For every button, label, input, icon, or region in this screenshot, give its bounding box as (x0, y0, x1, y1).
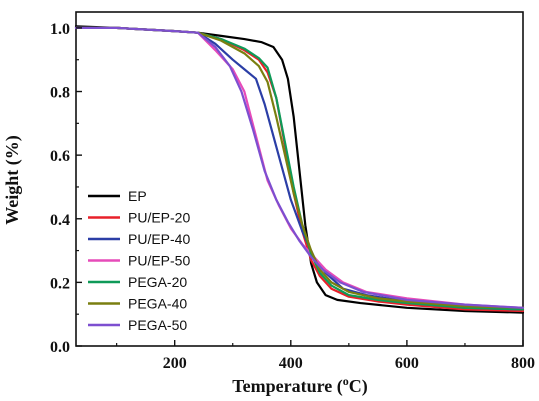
legend-label: PU/EP-20 (128, 210, 190, 226)
legend-label: PEGA-20 (128, 274, 187, 290)
y-tick-label: 1.0 (50, 21, 70, 38)
x-axis-title-suffix: C) (349, 376, 368, 397)
x-axis-title-degree: o (343, 374, 349, 388)
series-line-pega-50 (74, 26, 525, 309)
x-axis-title-prefix: Temperature ( (232, 376, 342, 397)
legend-label: PEGA-40 (128, 296, 187, 312)
y-axis-title: Weight (%) (2, 135, 23, 225)
x-tick-label: 800 (511, 355, 535, 372)
x-tick-label: 200 (163, 355, 187, 372)
x-tick-label: 600 (395, 355, 419, 372)
legend: EP PU/EP-20 PU/EP-40 PU/EP-50 PEGA-20 PEGA-40… (88, 188, 190, 333)
legend-label: PU/EP-40 (128, 231, 190, 247)
series-group (74, 25, 525, 314)
legend-label: PEGA-50 (128, 317, 187, 333)
legend-label: EP (128, 188, 147, 204)
y-tick-label: 0.8 (50, 85, 70, 102)
legend-label: PU/EP-50 (128, 253, 190, 269)
plot-frame (75, 11, 524, 347)
x-tick-label: 400 (279, 355, 303, 372)
x-axis-title: Temperature (oC) (232, 374, 367, 397)
y-axis-ticks: 0.0 0.2 0.4 0.6 0.8 1.0 (50, 21, 82, 356)
y-tick-label: 0.6 (50, 148, 70, 165)
y-tick-label: 0.2 (50, 275, 70, 292)
y-tick-label: 0.0 (50, 339, 70, 356)
x-axis-ticks: 200 400 600 800 (116, 340, 535, 372)
series-line-ep (74, 25, 525, 314)
series-line-pega-40 (74, 26, 525, 309)
y-tick-label: 0.4 (50, 212, 70, 229)
